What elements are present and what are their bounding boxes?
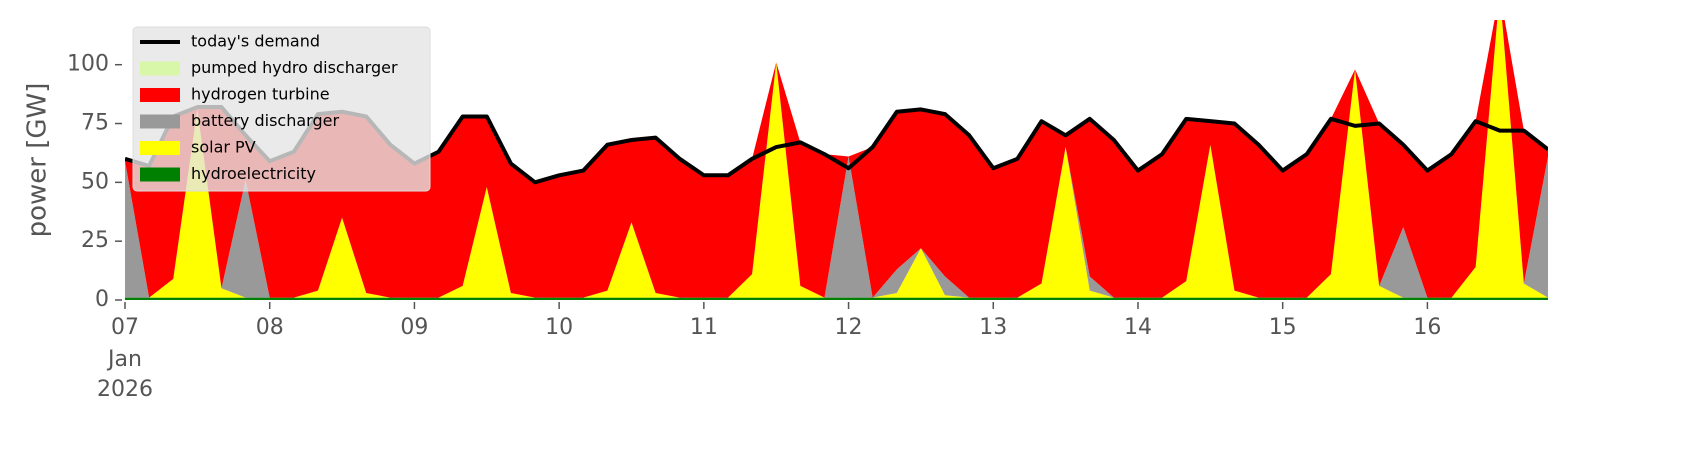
legend-swatch <box>140 141 180 155</box>
area <box>125 20 1548 298</box>
legend-label: battery discharger <box>191 111 339 130</box>
legend-swatch <box>140 88 180 102</box>
y-tick-label: 25 <box>81 228 109 253</box>
x-tick-label: 07 <box>111 315 139 340</box>
legend-label: hydrogen turbine <box>191 85 330 104</box>
x-tick-label: 14 <box>1124 315 1152 340</box>
y-tick-label: 100 <box>67 52 109 77</box>
legend-label: today's demand <box>191 32 320 51</box>
x-tick-label: 10 <box>545 315 573 340</box>
legend-swatch <box>140 61 180 76</box>
legend-label: hydroelectricity <box>191 164 316 183</box>
legend-box <box>132 26 431 192</box>
x-tick-year: 2026 <box>97 377 153 402</box>
area <box>125 20 1548 298</box>
x-tick-label: 09 <box>400 315 428 340</box>
x-tick-label: 16 <box>1413 315 1441 340</box>
y-tick-label: 75 <box>81 111 109 136</box>
legend-swatch <box>140 114 180 129</box>
legend-swatch <box>140 167 180 182</box>
y-tick-label: 0 <box>95 287 109 312</box>
legend: today's demand pumped hydro discharger hyd… <box>132 26 431 192</box>
legend-label: pumped hydro discharger <box>191 58 398 77</box>
x-tick-label: 11 <box>690 315 718 340</box>
x-tick-label: 08 <box>256 315 284 340</box>
x-tick-label: 15 <box>1269 315 1297 340</box>
area <box>125 20 1548 298</box>
legend-label: solar PV <box>191 138 256 157</box>
x-tick-month: Jan <box>106 347 142 372</box>
area <box>125 297 1548 300</box>
x-tick-label: 13 <box>979 315 1007 340</box>
x-tick-label: 12 <box>835 315 863 340</box>
y-axis-label: power [GW] <box>23 83 53 238</box>
y-tick-label: 50 <box>81 169 109 194</box>
